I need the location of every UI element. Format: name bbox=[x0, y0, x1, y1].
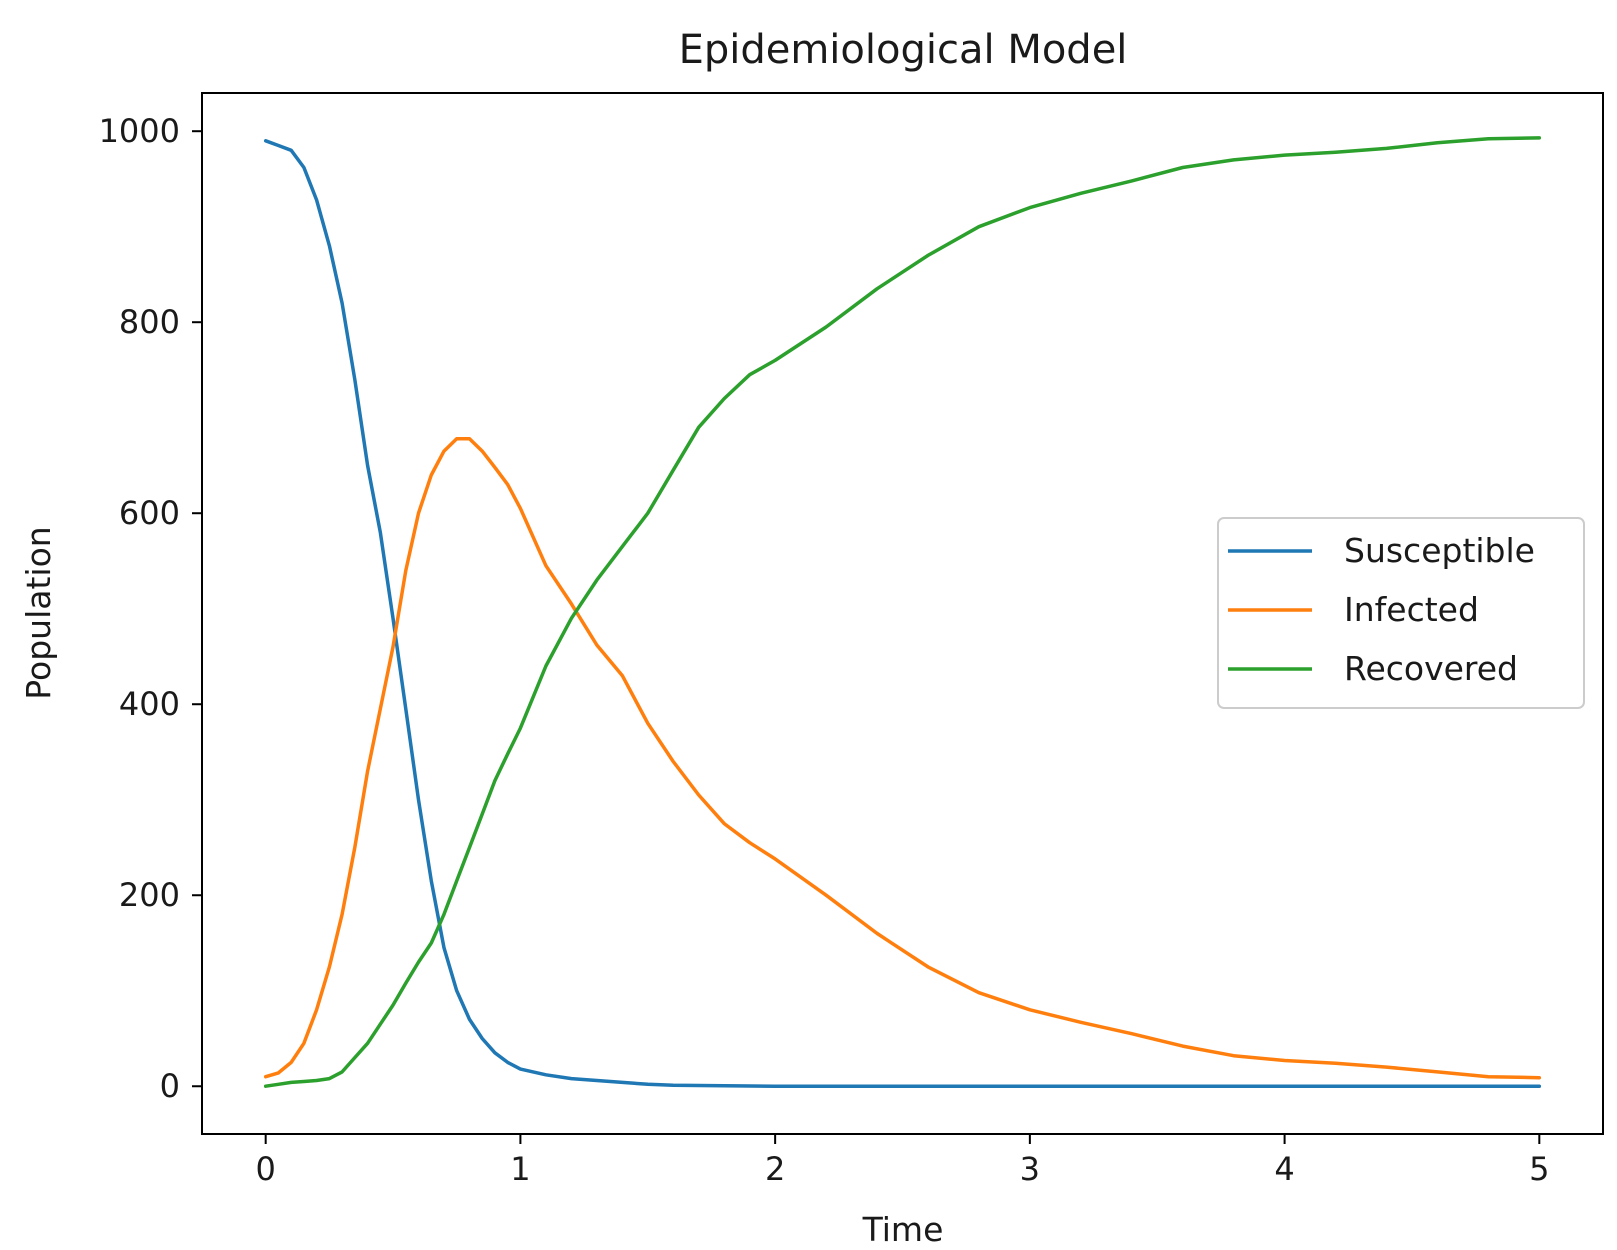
legend-label-infected: Infected bbox=[1344, 590, 1479, 629]
y-tick-label: 1000 bbox=[99, 112, 180, 150]
x-tick-label: 5 bbox=[1529, 1150, 1549, 1188]
plot-frame bbox=[201, 92, 1604, 1135]
y-tick-label: 400 bbox=[119, 685, 180, 723]
x-axis-label: Time bbox=[862, 1210, 944, 1249]
x-tick-label: 2 bbox=[765, 1150, 785, 1188]
series-line-susceptible bbox=[263, 139, 1542, 1088]
y-tick-label: 0 bbox=[160, 1067, 180, 1105]
series-layer bbox=[263, 136, 1542, 1088]
x-axis: 0 1 2 3 4 5 bbox=[256, 1134, 1549, 1188]
legend: Susceptible Infected Recovered bbox=[1217, 517, 1585, 709]
y-tick-label: 200 bbox=[119, 876, 180, 914]
y-tick-label: 800 bbox=[119, 303, 180, 341]
x-tick-label: 1 bbox=[510, 1150, 530, 1188]
legend-box bbox=[1217, 517, 1585, 709]
chart-title: Epidemiological Model bbox=[679, 27, 1128, 73]
x-tick-label: 3 bbox=[1020, 1150, 1040, 1188]
y-tick-label: 600 bbox=[119, 494, 180, 532]
legend-label-susceptible: Susceptible bbox=[1344, 531, 1535, 570]
series-line-infected bbox=[263, 436, 1542, 1080]
y-axis-label: Population bbox=[19, 526, 58, 699]
series-line-recovered bbox=[263, 136, 1542, 1088]
legend-label-recovered: Recovered bbox=[1344, 649, 1518, 688]
y-axis: 0 200 400 600 800 1000 bbox=[99, 112, 202, 1105]
x-tick-label: 0 bbox=[256, 1150, 276, 1188]
x-tick-label: 4 bbox=[1274, 1150, 1294, 1188]
